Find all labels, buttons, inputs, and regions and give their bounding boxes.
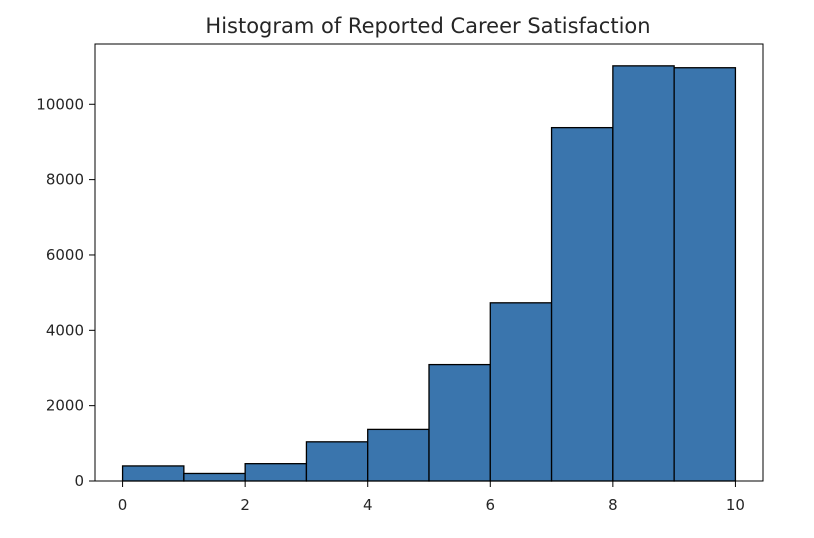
bars-group	[121, 65, 737, 482]
histogram-bar-7	[550, 126, 614, 482]
histogram-bar-9	[673, 67, 737, 482]
histogram-bar-4	[367, 428, 430, 482]
histogram-bar-1	[183, 472, 246, 482]
histogram-bar-8	[612, 65, 675, 482]
y-tick-label: 0	[74, 472, 84, 490]
x-tick-label: 10	[726, 496, 745, 514]
x-axis: 0 2 4 6 8 10	[118, 481, 745, 514]
y-axis: 0 2000 4000 6000 8000 10000	[36, 95, 95, 490]
y-tick-label: 4000	[46, 321, 84, 339]
x-tick-label: 2	[240, 496, 250, 514]
y-tick-label: 6000	[46, 246, 84, 264]
x-tick-label: 4	[363, 496, 373, 514]
histogram-bar-0	[121, 465, 185, 482]
histogram-bar-3	[305, 441, 369, 482]
y-tick-label: 2000	[46, 397, 84, 415]
chart-title: Histogram of Reported Career Satisfactio…	[205, 14, 650, 38]
x-tick-label: 6	[486, 496, 496, 514]
y-tick-label: 10000	[36, 95, 84, 113]
y-tick-label: 8000	[46, 171, 84, 189]
histogram-bar-6	[489, 302, 553, 482]
x-tick-label: 8	[608, 496, 618, 514]
plot-frame	[94, 43, 764, 482]
histogram-bar-5	[428, 363, 491, 482]
x-tick-label: 0	[118, 496, 128, 514]
histogram-bar-2	[244, 463, 308, 482]
